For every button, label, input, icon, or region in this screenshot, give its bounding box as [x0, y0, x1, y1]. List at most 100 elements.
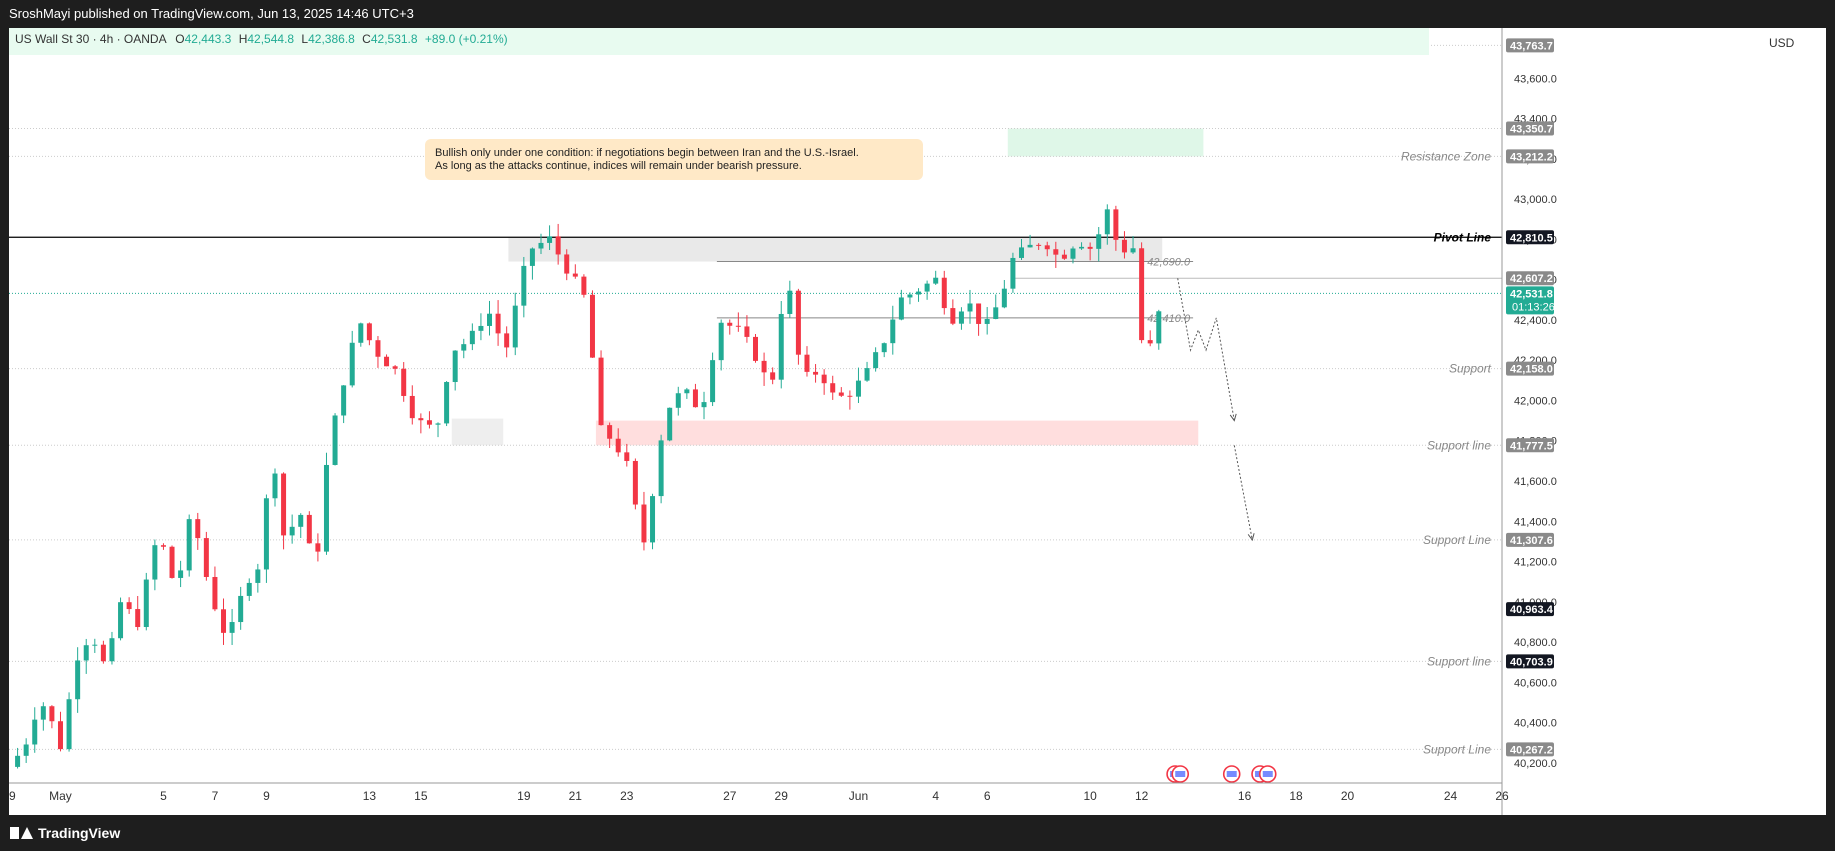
x-tick-6: 15 — [414, 789, 428, 803]
candle-body-18 — [169, 546, 175, 578]
candle-body-112 — [976, 303, 982, 324]
candle-body-28 — [255, 569, 261, 583]
y-tick-0: 40,200.0 — [1514, 758, 1557, 770]
price-axis-bg — [1502, 28, 1826, 815]
candle-body-57 — [504, 333, 510, 348]
x-tick-14: 6 — [984, 789, 991, 803]
candle-body-84 — [735, 325, 741, 327]
currency-label: USD — [1769, 36, 1795, 50]
x-tick-3: 7 — [212, 789, 219, 803]
candle-body-73 — [641, 504, 647, 543]
candle-body-49 — [435, 423, 441, 425]
low-value: 42,386.8 — [308, 32, 355, 46]
level-text-2: Resistance Zone — [1401, 149, 1491, 163]
candle-body-4 — [49, 706, 55, 722]
event-flag-fill-4 — [1262, 771, 1273, 777]
candle-body-89 — [778, 313, 784, 380]
candle-body-31 — [281, 473, 287, 536]
candle-body-133 — [1156, 311, 1162, 344]
candle-body-20 — [186, 519, 192, 571]
candle-body-108 — [941, 277, 947, 309]
open-value: 42,443.3 — [184, 32, 232, 46]
candle-body-33 — [298, 514, 304, 527]
candle-body-50 — [444, 382, 450, 424]
candle-body-34 — [306, 514, 312, 544]
pivot-zone — [508, 237, 1163, 262]
candle-body-65 — [572, 273, 578, 277]
y-tick-7: 41,600.0 — [1514, 476, 1557, 488]
x-tick-11: 29 — [775, 789, 789, 803]
candle-body-11 — [109, 638, 115, 662]
candle-body-104 — [907, 294, 913, 298]
candle-body-131 — [1139, 248, 1145, 341]
candle-body-32 — [289, 526, 295, 536]
chart-frame[interactable]: Resistance Zone Pivot Line 42,690.0 42,410.… — [2, 28, 1826, 815]
candle-body-94 — [821, 374, 827, 384]
candle-body-9 — [92, 644, 98, 646]
candle-body-101 — [881, 343, 887, 353]
candle-body-103 — [898, 297, 904, 320]
candle-body-102 — [890, 319, 896, 344]
candle-body-30 — [272, 473, 278, 499]
candle-body-41 — [366, 323, 372, 341]
candle-body-128 — [1113, 209, 1119, 240]
event-flag-fill-1 — [1175, 771, 1186, 777]
candle-body-39 — [349, 342, 355, 386]
projection-path — [1177, 278, 1235, 421]
candle-body-51 — [452, 350, 458, 383]
candle-body-54 — [478, 325, 484, 331]
price-label-bg-13 — [1506, 742, 1554, 757]
symbol-label[interactable]: US Wall St 30 · 4h · OANDA — [15, 32, 166, 46]
candle-body-90 — [787, 290, 793, 314]
x-tick-12: Jun — [849, 789, 868, 803]
y-tick-5: 41,200.0 — [1514, 557, 1557, 569]
candle-body-15 — [143, 579, 149, 628]
candle-body-95 — [830, 383, 836, 393]
price-label-bg-8 — [1506, 361, 1554, 376]
candle-body-98 — [855, 380, 861, 397]
projection-path-arrow — [1229, 413, 1237, 422]
candle-body-7 — [75, 660, 81, 700]
candle-body-10 — [100, 644, 106, 662]
tradingview-logo[interactable]: TradingView — [10, 825, 120, 841]
candle-body-75 — [658, 440, 664, 497]
candle-body-71 — [624, 452, 630, 461]
candle-body-1 — [23, 744, 29, 756]
candle-body-109 — [950, 308, 956, 324]
candle-body-82 — [718, 322, 724, 361]
price-label-2: 43,212.2 — [1510, 151, 1553, 163]
candle-body-99 — [864, 368, 870, 381]
candle-body-116 — [1010, 257, 1016, 289]
candle-body-19 — [178, 570, 184, 578]
candle-body-22 — [203, 538, 209, 577]
analysis-note[interactable]: Bullish only under one condition: if neg… — [425, 139, 923, 180]
candle-body-26 — [238, 595, 244, 623]
candle-body-45 — [401, 368, 407, 396]
candle-body-43 — [384, 356, 390, 367]
x-tick-13: 4 — [932, 789, 939, 803]
candle-body-66 — [581, 276, 587, 295]
candle-body-107 — [933, 277, 939, 284]
candle-body-132 — [1147, 340, 1153, 344]
candle-body-64 — [564, 254, 570, 274]
y-tick-14: 43,000.0 — [1514, 194, 1557, 206]
candle-body-40 — [358, 323, 364, 343]
price-label-9: 41,777.5 — [1510, 440, 1553, 452]
x-tick-5: 13 — [363, 789, 377, 803]
candle-body-123 — [1070, 248, 1076, 259]
candle-body-14 — [135, 609, 141, 628]
candle-body-21 — [195, 519, 201, 539]
candle-body-117 — [1018, 247, 1024, 258]
candle-body-120 — [1044, 245, 1050, 250]
candle-body-63 — [555, 236, 561, 255]
candle-body-113 — [984, 318, 990, 324]
candle-body-77 — [675, 393, 681, 408]
price-label-bg-10 — [1506, 532, 1554, 547]
candle-body-115 — [1001, 288, 1007, 308]
candle-body-38 — [341, 385, 347, 416]
published-header: SroshMayi published on TradingView.com, … — [9, 6, 414, 21]
x-tick-0: 29 — [9, 789, 16, 803]
y-tick-3: 40,800.0 — [1514, 637, 1557, 649]
price-countdown: 01:13:26 — [1512, 301, 1555, 313]
